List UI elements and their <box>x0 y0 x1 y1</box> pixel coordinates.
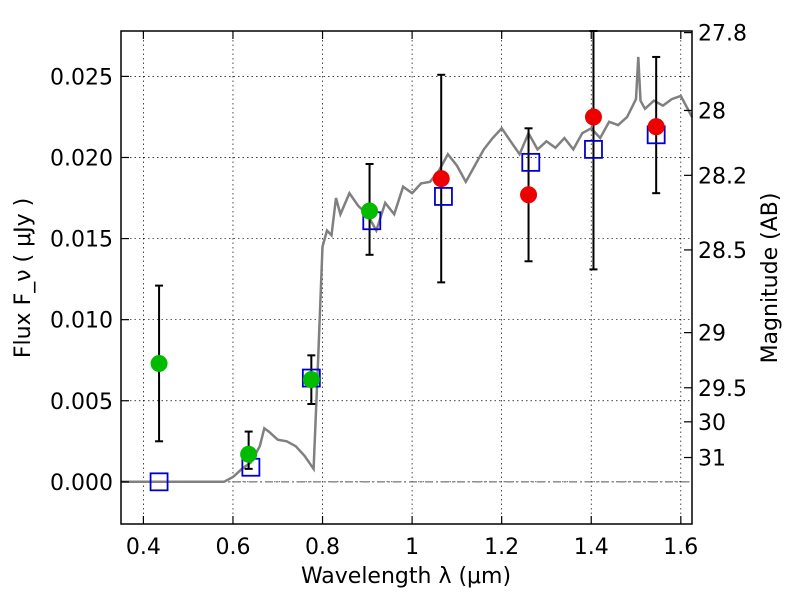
y2-tick-label: 29.5 <box>698 377 747 402</box>
plot-frame <box>120 30 693 525</box>
red-photometry-point <box>432 170 450 188</box>
y2-tick-label: 31 <box>698 447 726 472</box>
x-tick-label: 0.4 <box>126 535 161 560</box>
y-tick-label: 0.010 <box>50 309 113 334</box>
y2-tick-label: 29 <box>698 322 726 347</box>
y-tick-label: 0.000 <box>50 471 113 496</box>
y2-tick-label: 30 <box>698 411 726 436</box>
red-photometry-point <box>520 186 538 204</box>
y-axis-title: Flux F_ν ( μJy ) <box>11 198 36 358</box>
model-square-marker <box>434 187 453 206</box>
x-tick-label: 0.8 <box>305 535 340 560</box>
green-photometry-point <box>361 202 379 220</box>
data-markers <box>149 108 666 492</box>
y2-tick-label: 27.8 <box>698 22 747 47</box>
y-tick-label: 0.005 <box>50 390 113 415</box>
x-tick-label: 1.4 <box>574 535 609 560</box>
y2-tick-label: 28.2 <box>698 164 747 189</box>
x-tick-label: 1.2 <box>484 535 519 560</box>
model-square-marker <box>584 139 603 159</box>
y-tick-label: 0.020 <box>50 146 113 171</box>
y2-tick-label: 28.5 <box>698 239 747 264</box>
x-tick-label: 1.6 <box>663 535 698 560</box>
y-axis-ticks: 0.000 0.005 0.010 0.015 0.020 0.025 <box>50 65 129 496</box>
red-photometry-point <box>584 108 602 126</box>
x-axis-title: Wavelength λ (μm) <box>301 564 511 589</box>
green-photometry-point <box>150 354 168 372</box>
red-photometry-point <box>647 118 665 136</box>
plot-background <box>121 31 692 524</box>
y2-axis-ticks: 27.8 28 28.2 28.5 29 29.5 30 31 <box>684 22 747 472</box>
model-square-marker <box>521 152 541 172</box>
y2-tick-label: 28 <box>698 99 726 124</box>
x-tick-label: 1 <box>405 535 419 560</box>
grid <box>121 31 692 524</box>
y-tick-label: 0.025 <box>50 65 113 90</box>
y2-axis-title: Magnitude (AB) <box>758 193 783 364</box>
model-square-marker <box>149 472 169 492</box>
green-photometry-point <box>240 445 258 463</box>
x-tick-label: 0.6 <box>215 535 250 560</box>
y-tick-label: 0.015 <box>50 228 113 253</box>
x-axis-ticks: 0.4 0.6 0.8 1 1.2 1.4 1.6 <box>126 31 698 560</box>
green-photometry-point <box>302 371 320 389</box>
